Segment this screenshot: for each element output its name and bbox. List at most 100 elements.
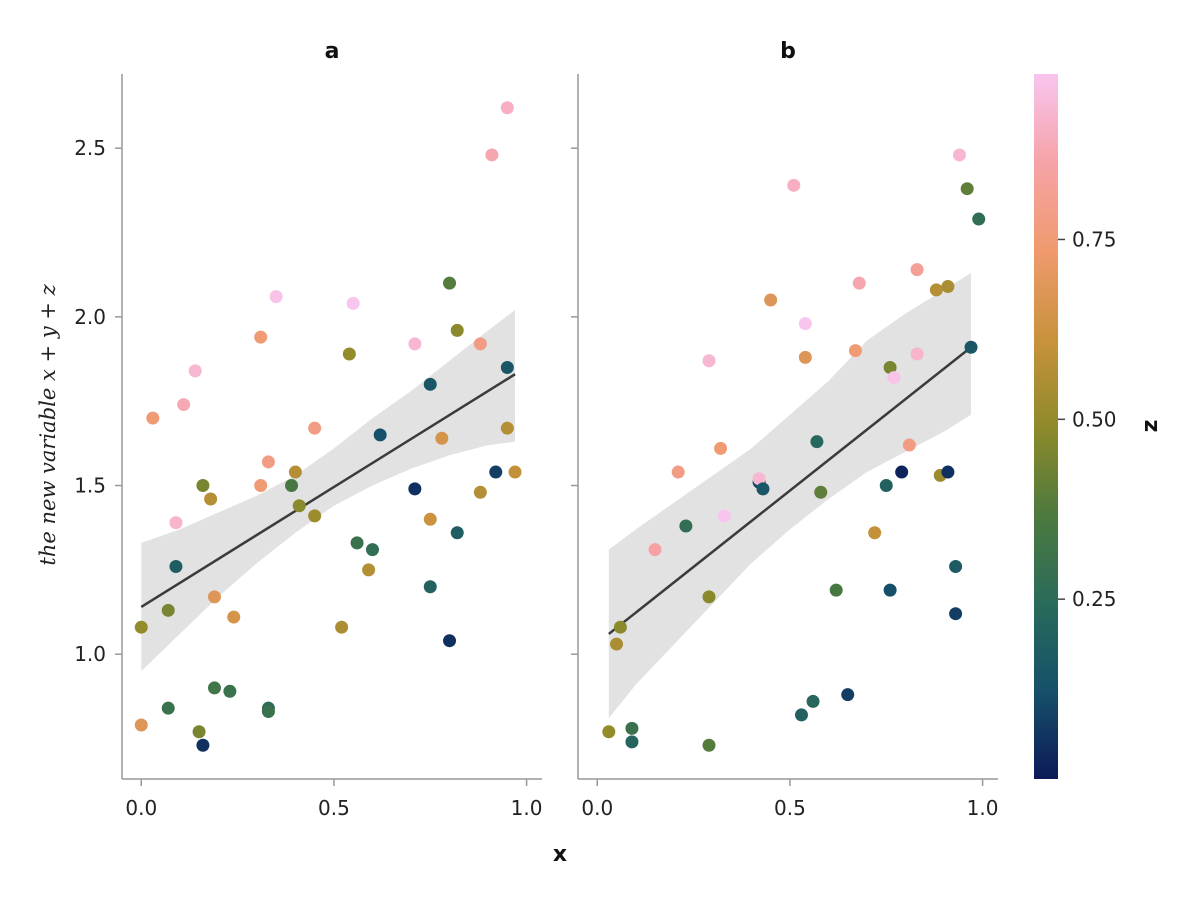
- data-point: [714, 441, 728, 455]
- data-point: [500, 421, 514, 435]
- y-tick-label: 2.0: [74, 305, 106, 329]
- data-point: [308, 421, 322, 435]
- x-tick-label: 0.0: [125, 796, 157, 820]
- data-point: [841, 688, 855, 702]
- data-point: [443, 276, 457, 290]
- data-point: [602, 725, 616, 739]
- x-tick-label: 0.5: [774, 796, 806, 820]
- data-point: [910, 347, 924, 361]
- data-point: [450, 323, 464, 337]
- data-point: [752, 472, 766, 486]
- data-point: [887, 371, 901, 385]
- data-point: [883, 583, 897, 597]
- data-point: [192, 725, 206, 739]
- data-point: [929, 283, 943, 297]
- data-point: [177, 398, 191, 412]
- data-point: [671, 465, 685, 479]
- data-point: [435, 431, 449, 445]
- data-point: [625, 721, 639, 735]
- data-point: [485, 148, 499, 162]
- data-point: [365, 543, 379, 557]
- data-point: [941, 465, 955, 479]
- data-point: [941, 280, 955, 294]
- data-point: [895, 465, 909, 479]
- data-point: [134, 718, 148, 732]
- data-point: [342, 347, 356, 361]
- data-point: [227, 610, 241, 624]
- confidence-band-b: [608, 273, 971, 719]
- data-point: [702, 354, 716, 368]
- y-tick-label: 2.5: [74, 136, 106, 160]
- data-point: [254, 479, 268, 493]
- y-axis-title: the new variable x + y + z: [36, 283, 60, 565]
- colorbar-ticks: 0.25 0.50 0.75: [1058, 227, 1117, 611]
- data-point: [169, 516, 183, 530]
- data-point: [787, 178, 801, 192]
- data-point: [269, 290, 283, 304]
- data-point: [949, 607, 963, 621]
- data-point: [814, 485, 828, 499]
- y-tick-label: 1.0: [74, 642, 106, 666]
- data-point: [285, 479, 299, 493]
- data-point: [702, 738, 716, 752]
- data-point: [798, 350, 812, 364]
- data-point: [196, 479, 210, 493]
- data-point: [134, 620, 148, 634]
- data-point: [288, 465, 302, 479]
- data-point: [261, 455, 275, 469]
- panel-title-a: a: [325, 39, 340, 64]
- x-tick-label: 0.5: [318, 796, 350, 820]
- data-point: [423, 512, 437, 526]
- data-point: [443, 634, 457, 648]
- data-point: [207, 681, 221, 695]
- data-point: [756, 482, 770, 496]
- colorbar: [1034, 74, 1058, 779]
- data-point: [964, 340, 978, 354]
- data-point: [972, 212, 986, 226]
- panel-title-b: b: [780, 39, 796, 64]
- data-point: [960, 182, 974, 196]
- data-point: [254, 330, 268, 344]
- data-point: [489, 465, 503, 479]
- data-point: [308, 509, 322, 523]
- data-point: [423, 377, 437, 391]
- x-tick-label: 0.0: [581, 796, 613, 820]
- data-point: [952, 148, 966, 162]
- data-point: [848, 344, 862, 358]
- data-point: [169, 559, 183, 573]
- colorbar-tick-label: 0.75: [1072, 227, 1117, 251]
- data-point: [408, 337, 422, 351]
- data-point: [373, 428, 387, 442]
- data-point: [161, 603, 175, 617]
- data-point: [610, 637, 624, 651]
- data-point: [450, 526, 464, 540]
- data-point: [161, 701, 175, 715]
- data-point: [902, 438, 916, 452]
- data-point: [613, 620, 627, 634]
- data-point: [810, 435, 824, 449]
- data-point: [423, 580, 437, 594]
- data-point: [188, 364, 202, 378]
- data-point: [798, 317, 812, 331]
- data-point: [679, 519, 693, 533]
- data-point: [910, 263, 924, 277]
- data-point: [625, 735, 639, 749]
- colorbar-tick-label: 0.50: [1072, 407, 1117, 431]
- data-point: [852, 276, 866, 290]
- data-point: [702, 590, 716, 604]
- data-point: [883, 360, 897, 374]
- data-point: [806, 694, 820, 708]
- data-point: [408, 482, 422, 496]
- colorbar-tick-label: 0.25: [1072, 587, 1117, 611]
- colorbar-title: z: [1138, 420, 1163, 433]
- data-point: [207, 590, 221, 604]
- data-point: [794, 708, 808, 722]
- data-point: [648, 543, 662, 557]
- data-point: [223, 684, 237, 698]
- data-point: [829, 583, 843, 597]
- data-point: [500, 360, 514, 374]
- y-tick-label: 1.5: [74, 474, 106, 498]
- data-point: [204, 492, 218, 506]
- data-point: [146, 411, 160, 425]
